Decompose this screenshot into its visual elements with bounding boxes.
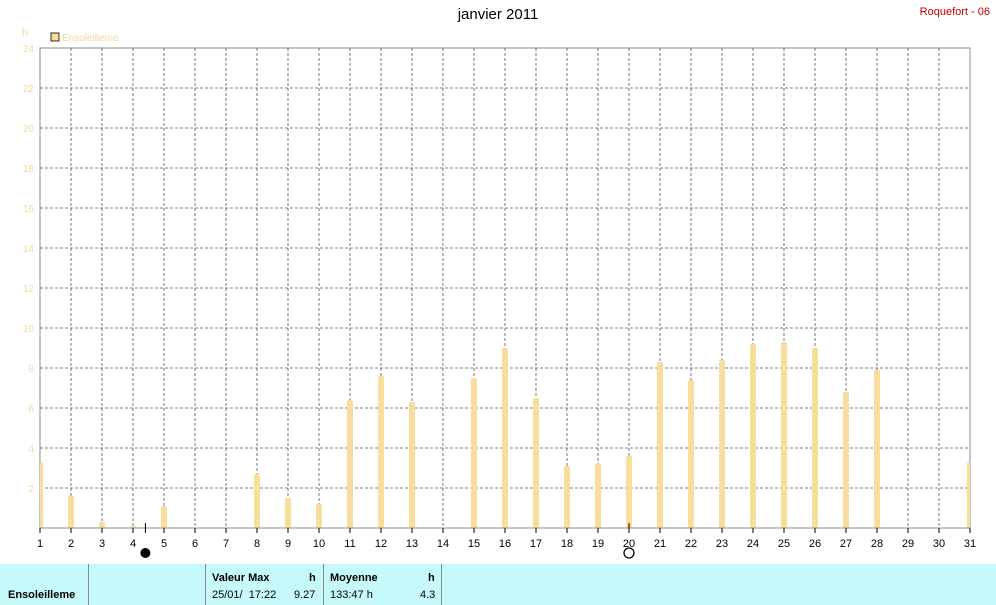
- sunshine-bar: [657, 362, 663, 528]
- sunshine-bar: [68, 496, 74, 528]
- sunshine-bar: [471, 378, 477, 528]
- x-tick-label: 11: [344, 538, 355, 550]
- sunshine-bar: [843, 392, 849, 528]
- mean-unit: h: [428, 572, 435, 584]
- x-tick-label: 1: [37, 538, 43, 550]
- y-tick-label: 16: [23, 204, 35, 215]
- sunshine-bar: [626, 456, 632, 528]
- mean-cell: Moyenne h 133:47 h 4.3: [324, 564, 442, 605]
- x-tick-label: 18: [561, 538, 573, 550]
- mean-value: 4.3: [420, 589, 436, 601]
- x-tick-label: 22: [685, 538, 697, 550]
- sunshine-bar: [316, 504, 322, 528]
- x-tick-label: 26: [809, 538, 821, 550]
- x-tick-label: 16: [499, 538, 511, 550]
- x-tick-label: 7: [223, 538, 229, 550]
- x-tick-label: 8: [254, 538, 260, 550]
- legend-label: Ensoleilleme: [62, 33, 119, 44]
- max-unit: h: [309, 572, 316, 584]
- y-tick-label: 22: [23, 84, 35, 95]
- x-tick-label: 5: [161, 538, 167, 550]
- sunshine-bar: [409, 402, 415, 528]
- x-tick-label: 2: [68, 538, 74, 550]
- y-unit-label: h: [22, 27, 28, 39]
- x-tick-label: 23: [716, 538, 728, 550]
- legend-swatch: [50, 32, 60, 42]
- sunshine-bar: [874, 370, 880, 528]
- y-tick-label: 18: [23, 164, 35, 175]
- new-moon-icon: [140, 548, 151, 558]
- y-tick-label: 6: [28, 404, 34, 415]
- x-tick-label: 9: [285, 538, 291, 550]
- sunshine-bar: [595, 464, 601, 528]
- sunshine-bar: [781, 342, 787, 528]
- x-tick-label: 19: [592, 538, 604, 550]
- x-tick-label: 28: [871, 538, 883, 550]
- sunshine-bar: [967, 462, 970, 528]
- sunshine-bar: [502, 348, 508, 528]
- mean-total: 133:47 h: [330, 589, 373, 601]
- series-label: Ensoleilleme: [8, 589, 76, 601]
- sunshine-bar: [40, 462, 43, 528]
- y-tick-label: 14: [23, 244, 35, 255]
- x-tick-label: 15: [468, 538, 480, 550]
- y-tick-label: 8: [28, 364, 34, 375]
- sunshine-bar: [812, 348, 818, 528]
- x-tick-label: 30: [933, 538, 945, 550]
- max-label: Valeur Max: [212, 572, 270, 584]
- y-tick-label: 24: [23, 44, 35, 55]
- y-tick-label: 4: [28, 444, 34, 455]
- sunshine-bar: [688, 380, 694, 528]
- sunshine-bar: [254, 474, 260, 528]
- empty-cell: [89, 564, 206, 605]
- sunshine-bar: [161, 506, 167, 528]
- x-tick-label: 27: [840, 538, 852, 550]
- y-tick-label: 12: [23, 284, 35, 295]
- max-cell: Valeur Max h 25/01/ 17:22 9.27: [206, 564, 324, 605]
- x-tick-label: 6: [192, 538, 198, 550]
- sunshine-bar: [347, 400, 353, 528]
- sunshine-bar: [533, 398, 539, 528]
- y-tick-label: 2: [28, 484, 34, 495]
- sunshine-bar: [285, 498, 291, 528]
- x-tick-label: 21: [654, 538, 666, 550]
- chart-title: janvier 2011: [457, 6, 539, 23]
- summary-footer: Ensoleilleme Valeur Max h 25/01/ 17:22 9…: [0, 564, 996, 605]
- mean-label: Moyenne: [330, 572, 378, 584]
- x-tick-label: 20: [623, 538, 635, 550]
- x-tick-label: 10: [313, 538, 325, 550]
- x-tick-label: 25: [778, 538, 790, 550]
- max-value: 9.27: [294, 589, 316, 601]
- y-tick-label: 10: [23, 324, 35, 335]
- x-tick-label: 4: [130, 538, 136, 550]
- sunshine-bar: [719, 360, 725, 528]
- x-tick-label: 3: [99, 538, 105, 550]
- station-name: Roquefort - 06: [919, 6, 990, 18]
- sunshine-bar: [378, 376, 384, 528]
- x-tick-label: 14: [437, 538, 449, 550]
- legend: Ensoleilleme: [50, 32, 119, 44]
- x-tick-label: 24: [747, 538, 759, 550]
- sunshine-bar: [750, 344, 756, 528]
- x-tick-label: 12: [375, 538, 387, 550]
- full-moon-icon: [623, 547, 635, 559]
- sunshine-bar: [99, 522, 105, 528]
- max-date: 25/01/ 17:22: [212, 589, 277, 601]
- x-tick-label: 17: [530, 538, 542, 550]
- series-cell: Ensoleilleme: [0, 564, 89, 605]
- sunshine-bar: [564, 466, 570, 528]
- y-tick-label: 20: [23, 124, 35, 135]
- x-tick-label: 13: [406, 538, 418, 550]
- x-tick-label: 31: [964, 538, 976, 550]
- x-tick-label: 29: [902, 538, 914, 550]
